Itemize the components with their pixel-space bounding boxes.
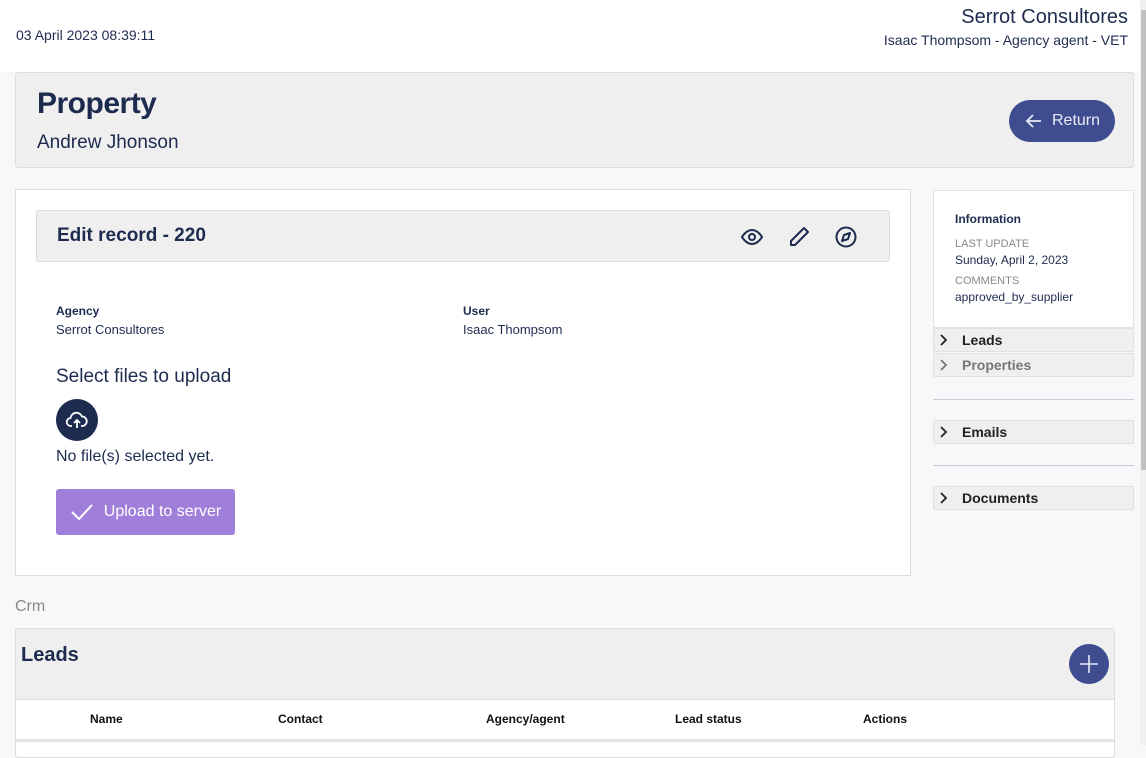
- sidebar-item-label: Documents: [962, 490, 1039, 506]
- divider: [933, 465, 1134, 466]
- information-panel: Information LAST UPDATE Sunday, April 2,…: [933, 190, 1134, 328]
- leads-card: Leads Name Contact Agency/agent Lead sta…: [15, 628, 1115, 758]
- column-header-actions: Actions: [863, 712, 908, 726]
- chevron-right-icon: [940, 492, 948, 504]
- sidebar-item-emails[interactable]: Emails: [933, 420, 1134, 444]
- chevron-right-icon: [940, 359, 948, 371]
- sidebar-item-properties[interactable]: Properties: [933, 353, 1134, 377]
- top-header: 03 April 2023 08:39:11 Serrot Consultore…: [0, 0, 1140, 72]
- comments-value: approved_by_supplier: [955, 290, 1074, 304]
- column-header-agency-agent[interactable]: Agency/agent: [486, 712, 565, 726]
- file-select-button[interactable]: [56, 399, 98, 441]
- cloud-upload-icon: [65, 411, 88, 428]
- agency-label: Agency: [56, 304, 100, 318]
- leads-header: Leads: [16, 629, 1114, 700]
- page-subtitle: Andrew Jhonson: [37, 132, 179, 153]
- sidebar-item-label: Properties: [962, 357, 1032, 373]
- leads-title: Leads: [21, 644, 79, 666]
- page-title: Property: [37, 87, 157, 120]
- sidebar-item-documents[interactable]: Documents: [933, 486, 1134, 510]
- divider: [933, 399, 1134, 400]
- agency-value: Serrot Consultores: [56, 322, 165, 337]
- record-card: Edit record - 220 Agency Serrot Consulto…: [15, 189, 911, 576]
- information-title: Information: [955, 212, 1021, 226]
- last-update-value: Sunday, April 2, 2023: [955, 253, 1069, 267]
- plus-icon: [1080, 655, 1098, 673]
- record-toolbar: Edit record - 220: [36, 210, 890, 262]
- sidebar-item-label: Leads: [962, 332, 1003, 348]
- user-label: User: [463, 304, 490, 318]
- check-icon: [71, 504, 93, 521]
- column-header-lead-status[interactable]: Lead status: [675, 712, 742, 726]
- record-title: Edit record - 220: [57, 225, 206, 246]
- add-lead-button[interactable]: [1069, 644, 1109, 684]
- last-update-label: LAST UPDATE: [955, 238, 1030, 250]
- user-info: Isaac Thompsom - Agency agent - VET: [883, 32, 1128, 48]
- comments-label: COMMENTS: [955, 275, 1020, 287]
- return-label: Return: [1051, 112, 1101, 129]
- arrow-left-icon: [1025, 114, 1041, 128]
- scrollbar-thumb[interactable]: [1141, 10, 1146, 470]
- organization-name: Serrot Consultores: [961, 6, 1128, 28]
- upload-title: Select files to upload: [56, 366, 232, 387]
- crm-section-label: Crm: [15, 598, 46, 615]
- table-header-divider: [16, 739, 1114, 742]
- compass-icon[interactable]: [834, 225, 858, 249]
- pencil-icon[interactable]: [787, 225, 811, 249]
- return-button[interactable]: Return: [1009, 100, 1115, 142]
- column-header-contact[interactable]: Contact: [278, 712, 323, 726]
- sidebar-item-label: Emails: [962, 424, 1008, 440]
- current-datetime: 03 April 2023 08:39:11: [16, 27, 156, 43]
- file-status: No file(s) selected yet.: [56, 448, 215, 465]
- user-value: Isaac Thompsom: [463, 322, 563, 337]
- eye-icon[interactable]: [740, 225, 764, 249]
- page-header-card: Property Andrew Jhonson Return: [15, 72, 1134, 168]
- sidebar-item-leads[interactable]: Leads: [933, 328, 1134, 352]
- chevron-right-icon: [940, 426, 948, 438]
- column-header-name[interactable]: Name: [90, 712, 123, 726]
- upload-button-label: Upload to server: [103, 503, 222, 520]
- chevron-right-icon: [940, 334, 948, 346]
- upload-button[interactable]: Upload to server: [56, 489, 235, 535]
